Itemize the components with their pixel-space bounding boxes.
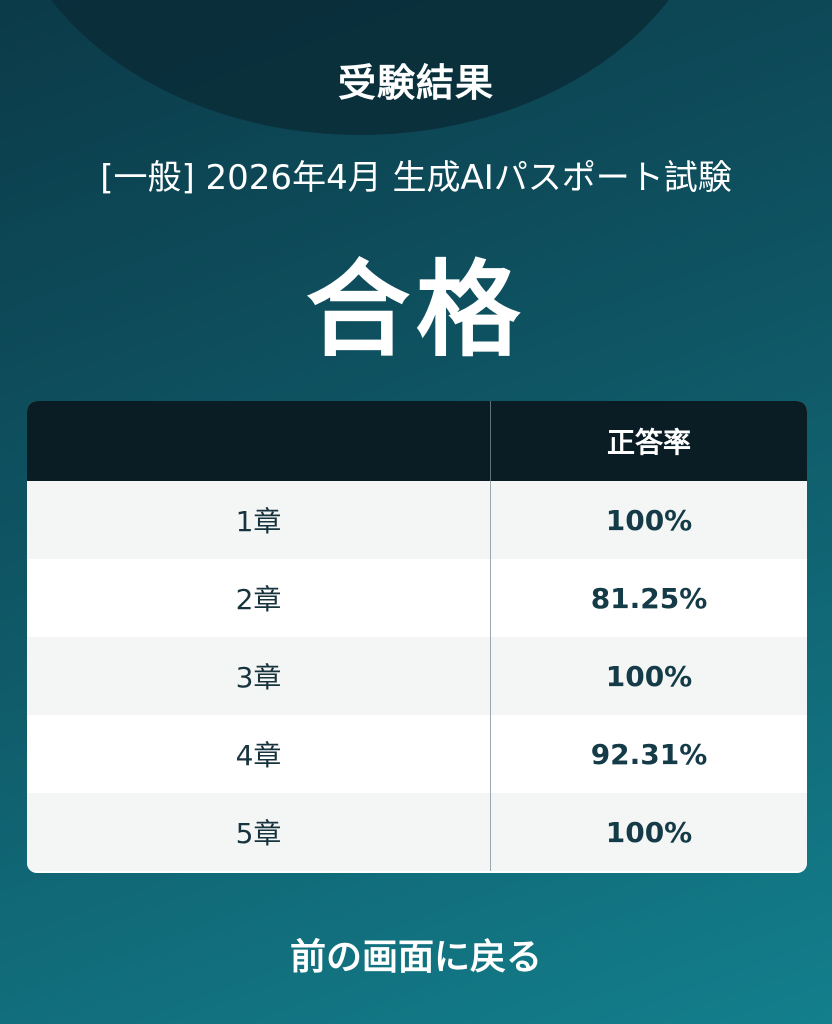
rate-cell: 100% [605, 659, 693, 693]
chapter-cell: 3章 [27, 637, 491, 715]
table-row: 3章 100% [27, 637, 807, 715]
exam-name: [一般] 2026年4月 生成AIパスポート試験 [100, 158, 732, 198]
rate-cell: 92.31% [590, 737, 708, 771]
table-header-rate: 正答率 [606, 426, 691, 459]
back-link[interactable]: 前の画面に戻る [289, 937, 542, 978]
rate-cell: 81.25% [590, 581, 708, 615]
chapter-cell: 5章 [27, 793, 491, 871]
table-row: 1章 100% [27, 481, 807, 559]
table-header-row: 正答率 [27, 401, 807, 481]
rate-cell: 100% [605, 503, 693, 537]
score-table: 正答率 1章 100% 2章 81.25% 3章 100% 4章 92.31% … [27, 401, 807, 873]
chapter-cell: 2章 [27, 559, 491, 637]
rate-cell: 100% [605, 815, 693, 849]
table-row: 4章 92.31% [27, 715, 807, 793]
table-header-chapter [27, 401, 491, 481]
result-status: 合格 [305, 249, 526, 371]
page-title: 受験結果 [337, 61, 494, 105]
table-row: 5章 100% [27, 793, 807, 871]
table-row: 2章 81.25% [27, 559, 807, 637]
chapter-cell: 4章 [27, 715, 491, 793]
chapter-cell: 1章 [27, 481, 491, 559]
